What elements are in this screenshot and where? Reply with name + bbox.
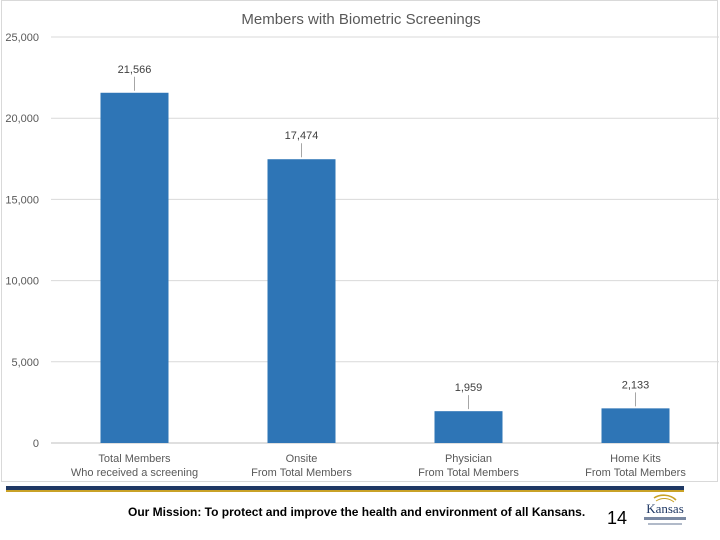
y-tick-label: 0 bbox=[33, 438, 39, 450]
data-label: 17,474 bbox=[285, 130, 319, 142]
logo-wordmark: Kansas bbox=[646, 501, 684, 516]
kansas-logo: Kansas bbox=[644, 494, 686, 525]
x-tick-label: Who received a screening bbox=[71, 467, 198, 479]
data-label: 1,959 bbox=[455, 382, 483, 394]
footer-accent-line bbox=[6, 490, 684, 492]
y-tick-label: 5,000 bbox=[11, 357, 39, 369]
chart-title: Members with Biometric Screenings bbox=[241, 11, 480, 28]
x-tick-label: From Total Members bbox=[585, 467, 686, 479]
bar bbox=[601, 408, 670, 443]
data-label: 21,566 bbox=[118, 64, 152, 76]
x-tick-label: Home Kits bbox=[610, 453, 661, 465]
bar bbox=[267, 159, 336, 444]
y-tick-label: 10,000 bbox=[5, 276, 39, 288]
x-tick-label: Onsite bbox=[286, 453, 318, 465]
chart-frame: Members with Biometric Screenings 0 5,000 1… bbox=[1, 0, 719, 482]
bar bbox=[100, 92, 169, 443]
footer-divider bbox=[6, 486, 684, 490]
page-number: 14 bbox=[607, 508, 628, 528]
y-tick-label: 15,000 bbox=[5, 194, 39, 206]
x-tick-label: Physician bbox=[445, 453, 492, 465]
mission-statement: Our Mission: To protect and improve the … bbox=[128, 505, 586, 519]
y-tick-label: 25,000 bbox=[5, 32, 39, 44]
y-tick-label: 20,000 bbox=[5, 113, 39, 125]
x-tick-label: Total Members bbox=[98, 453, 171, 465]
data-label: 2,133 bbox=[622, 379, 650, 391]
x-tick-label: From Total Members bbox=[418, 467, 519, 479]
x-tick-label: From Total Members bbox=[251, 467, 352, 479]
bar bbox=[434, 411, 503, 443]
bar-chart: Members with Biometric Screenings 0 5,000 1… bbox=[5, 11, 719, 479]
